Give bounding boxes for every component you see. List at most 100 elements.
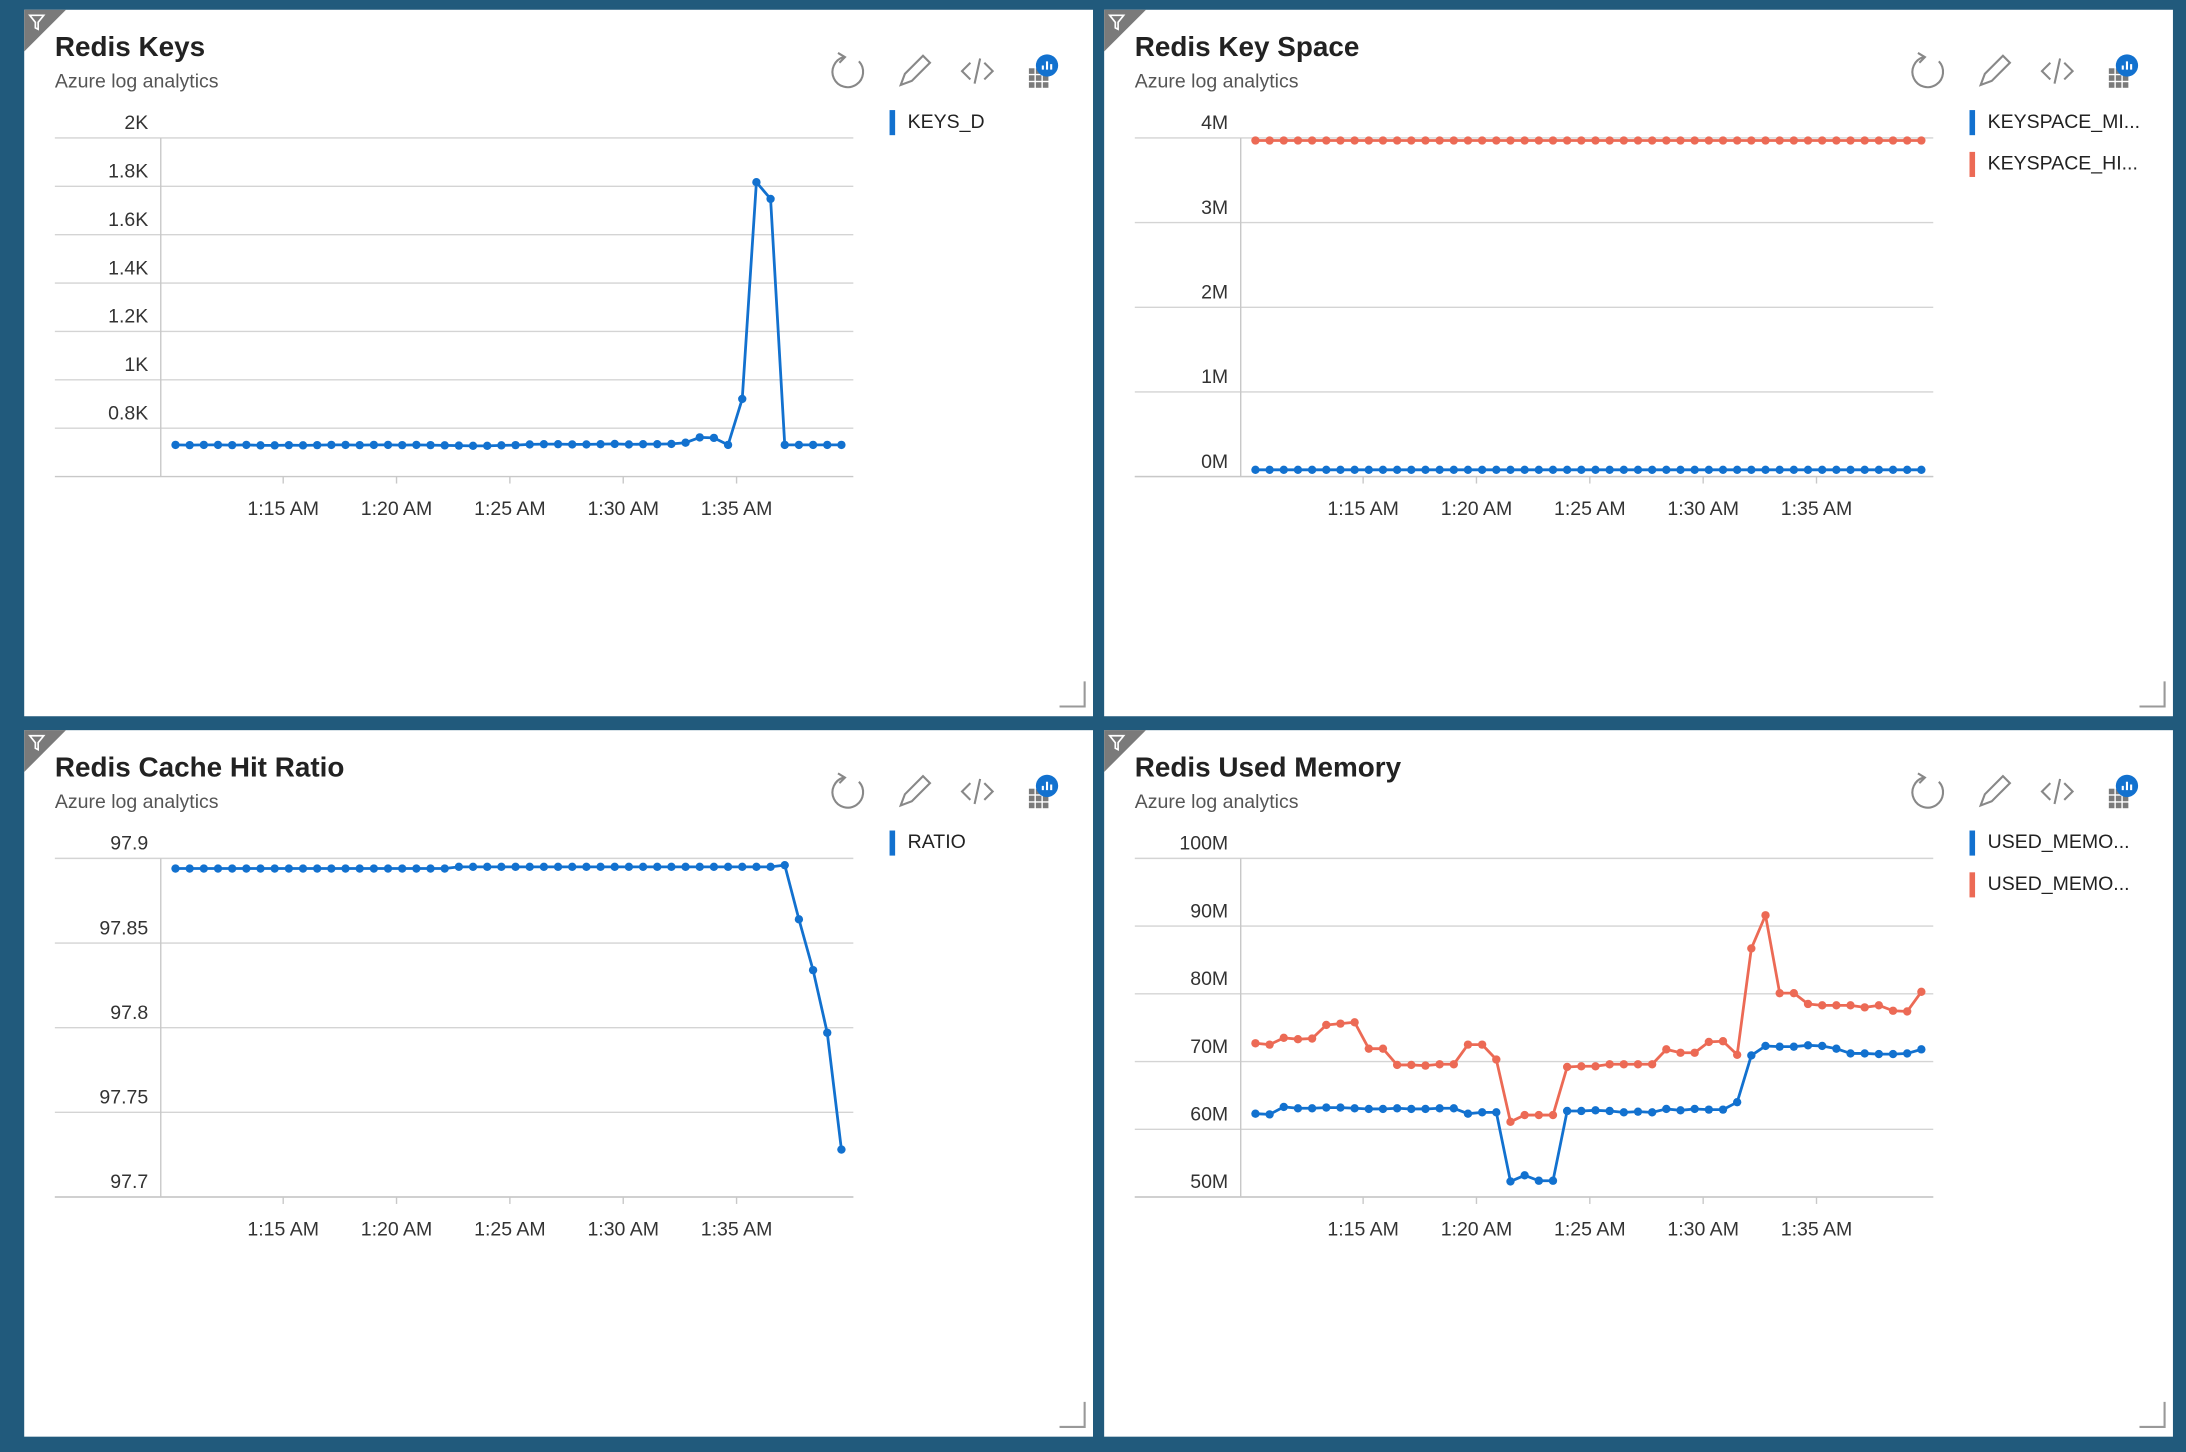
y-tick-label: 100M xyxy=(1179,833,1228,855)
data-point xyxy=(511,862,520,872)
data-point xyxy=(780,860,789,870)
data-point xyxy=(1732,1098,1742,1107)
data-point xyxy=(1676,465,1685,474)
data-point xyxy=(355,440,364,450)
y-tick-label: 1.2K xyxy=(108,306,148,328)
data-point xyxy=(341,864,350,873)
data-point xyxy=(1492,465,1501,474)
pin-icon-cell xyxy=(1042,795,1049,802)
data-point xyxy=(638,862,648,872)
refresh-button[interactable] xyxy=(1911,776,1945,809)
edit-button[interactable] xyxy=(1978,774,2012,808)
y-tick-label: 97.85 xyxy=(99,917,148,939)
data-point xyxy=(695,862,704,872)
data-point xyxy=(752,178,761,187)
y-tick-label: 0M xyxy=(1201,451,1228,473)
data-point xyxy=(794,915,804,924)
data-point xyxy=(1364,1104,1373,1114)
data-point xyxy=(1775,988,1784,998)
data-point xyxy=(1350,465,1359,474)
data-point xyxy=(1647,1060,1657,1069)
data-point xyxy=(1577,1106,1586,1116)
legend-label: KEYSPACE_MI... xyxy=(1988,111,2140,133)
data-point xyxy=(1676,136,1685,145)
pin-icon-bars xyxy=(1041,61,1053,70)
code-button[interactable] xyxy=(960,778,995,805)
refresh-button[interactable] xyxy=(831,56,865,89)
resize-handle[interactable] xyxy=(1059,681,1086,708)
pin-icon-cell xyxy=(1035,75,1042,81)
data-point xyxy=(1704,1037,1714,1047)
data-point xyxy=(1633,1107,1643,1116)
x-tick-label: 1:20 AM xyxy=(361,1219,433,1241)
data-point xyxy=(1378,1044,1388,1053)
data-point xyxy=(1917,987,1926,996)
edit-button[interactable] xyxy=(1978,54,2012,87)
data-point xyxy=(653,862,662,872)
data-point xyxy=(667,439,676,449)
data-point xyxy=(1293,1104,1303,1113)
resize-handle[interactable] xyxy=(1059,1401,1086,1428)
data-point xyxy=(355,864,364,873)
data-point xyxy=(1562,1106,1572,1116)
edit-button[interactable] xyxy=(898,774,932,808)
data-point xyxy=(1732,136,1742,145)
data-point xyxy=(1307,1104,1317,1113)
data-point xyxy=(1435,465,1444,474)
data-point xyxy=(383,864,393,873)
data-point xyxy=(1789,465,1799,474)
pin-icon-cell xyxy=(1035,802,1042,809)
data-point xyxy=(1903,1049,1912,1058)
panel xyxy=(1104,730,2173,1437)
pin-icon-cell xyxy=(2122,82,2129,88)
data-point xyxy=(525,862,534,872)
data-point xyxy=(1860,465,1869,474)
pin-icon-bars xyxy=(1041,781,1053,791)
code-button[interactable] xyxy=(2040,58,2075,84)
data-point xyxy=(1718,136,1728,145)
y-tick-label: 50M xyxy=(1190,1171,1228,1193)
data-point xyxy=(1506,465,1515,474)
data-point xyxy=(1903,1007,1912,1016)
y-tick-label: 97.75 xyxy=(99,1087,148,1109)
data-point xyxy=(1364,1044,1373,1053)
edit-button[interactable] xyxy=(898,54,932,87)
data-point xyxy=(1676,1106,1685,1115)
data-point xyxy=(1251,136,1260,145)
resize-handle[interactable] xyxy=(2139,681,2166,708)
data-point xyxy=(1506,1177,1515,1186)
data-point xyxy=(1435,1104,1444,1113)
data-point xyxy=(199,864,209,873)
data-point xyxy=(1322,1020,1331,1030)
data-point xyxy=(1789,136,1799,145)
data-point xyxy=(1846,1001,1855,1010)
data-point xyxy=(1477,136,1487,145)
data-point xyxy=(1860,136,1869,145)
data-point xyxy=(808,440,818,450)
code-button[interactable] xyxy=(2040,778,2075,805)
data-point xyxy=(497,862,506,872)
x-tick-label: 1:15 AM xyxy=(1327,1219,1399,1241)
code-button[interactable] xyxy=(960,58,995,84)
data-point xyxy=(298,864,308,873)
data-point xyxy=(1662,1045,1671,1054)
data-point xyxy=(1336,465,1345,474)
legend-swatch xyxy=(1969,110,1976,136)
data-point xyxy=(1463,465,1473,474)
refresh-button[interactable] xyxy=(1911,56,1945,89)
data-point xyxy=(1279,465,1288,474)
data-point xyxy=(1350,136,1359,145)
resize-handle[interactable] xyxy=(2139,1401,2166,1428)
data-point xyxy=(1392,1060,1402,1070)
y-tick-label: 3M xyxy=(1201,197,1228,219)
pin-icon-bars xyxy=(2121,781,2133,791)
pin-icon-cell xyxy=(2108,82,2115,88)
data-point xyxy=(1633,465,1643,474)
y-tick-label: 0.8K xyxy=(108,402,148,424)
pin-icon-cell xyxy=(2108,75,2115,81)
refresh-button[interactable] xyxy=(831,776,865,809)
data-point xyxy=(1251,1039,1260,1048)
data-point xyxy=(553,439,563,449)
